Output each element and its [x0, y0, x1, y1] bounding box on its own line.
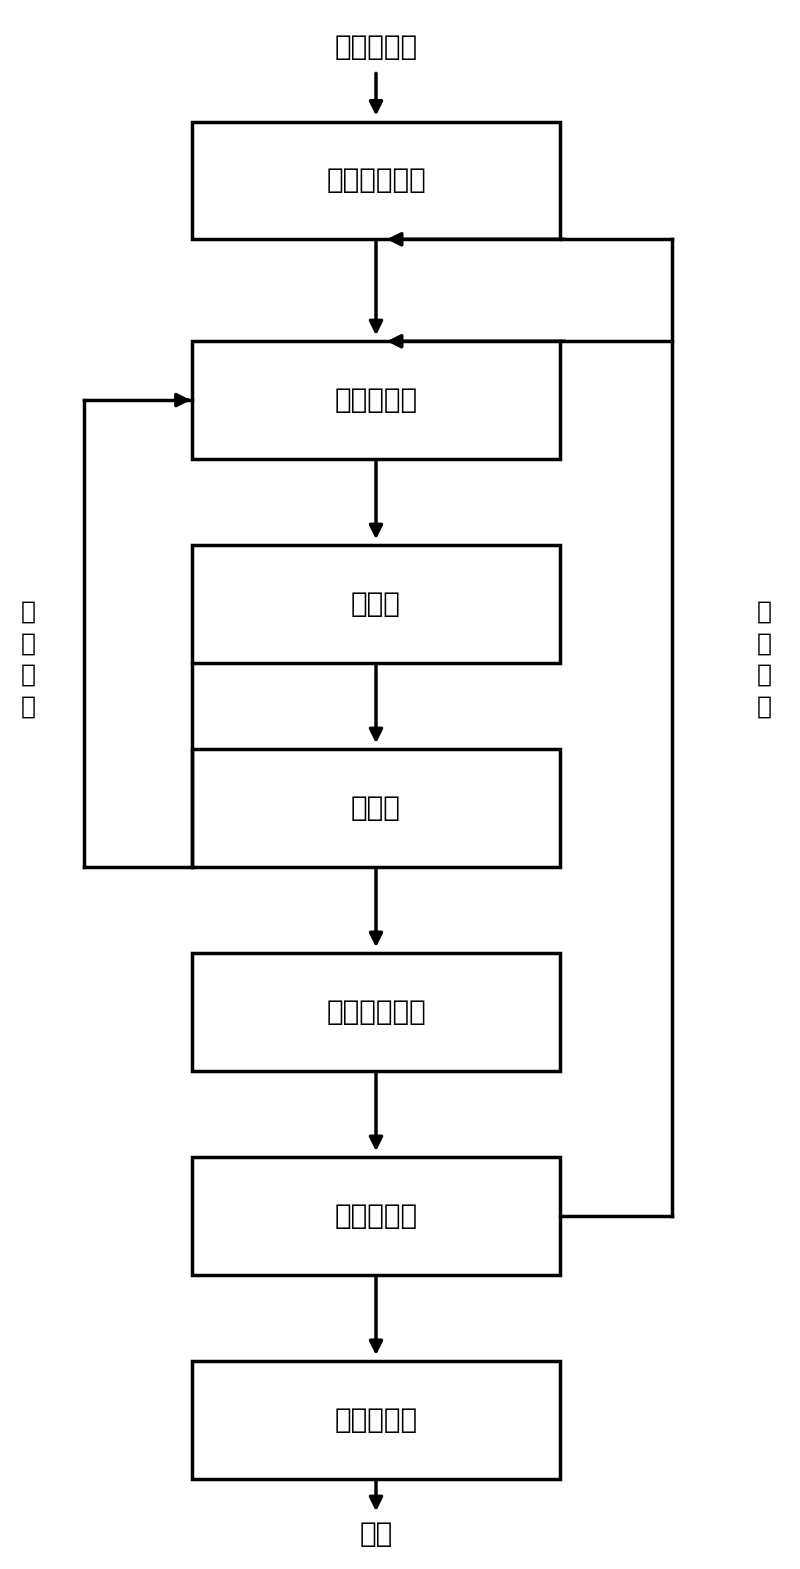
Text: 臭氧氧化池: 臭氧氧化池: [334, 1202, 418, 1230]
Text: 好氧硝化池: 好氧硝化池: [334, 386, 418, 414]
Text: 土壤植被层: 土壤植被层: [334, 1406, 418, 1434]
Bar: [192, 122, 560, 240]
Bar: [192, 546, 560, 662]
Text: 加药池: 加药池: [351, 794, 401, 822]
Bar: [192, 954, 560, 1070]
Text: 污
泥
回
流: 污 泥 回 流: [21, 599, 35, 719]
Text: 堆体反硝化池: 堆体反硝化池: [326, 998, 426, 1026]
Bar: [192, 342, 560, 458]
Bar: [192, 750, 560, 866]
Text: 出水: 出水: [359, 1520, 393, 1549]
Text: 渗滤液调蓄池: 渗滤液调蓄池: [326, 166, 426, 195]
Bar: [192, 1158, 560, 1274]
Text: 污
水
回
流: 污 水 回 流: [757, 599, 771, 719]
Bar: [192, 1360, 560, 1478]
Text: 渗滤液原液: 渗滤液原液: [334, 33, 418, 61]
Text: 沉淀池: 沉淀池: [351, 590, 401, 618]
